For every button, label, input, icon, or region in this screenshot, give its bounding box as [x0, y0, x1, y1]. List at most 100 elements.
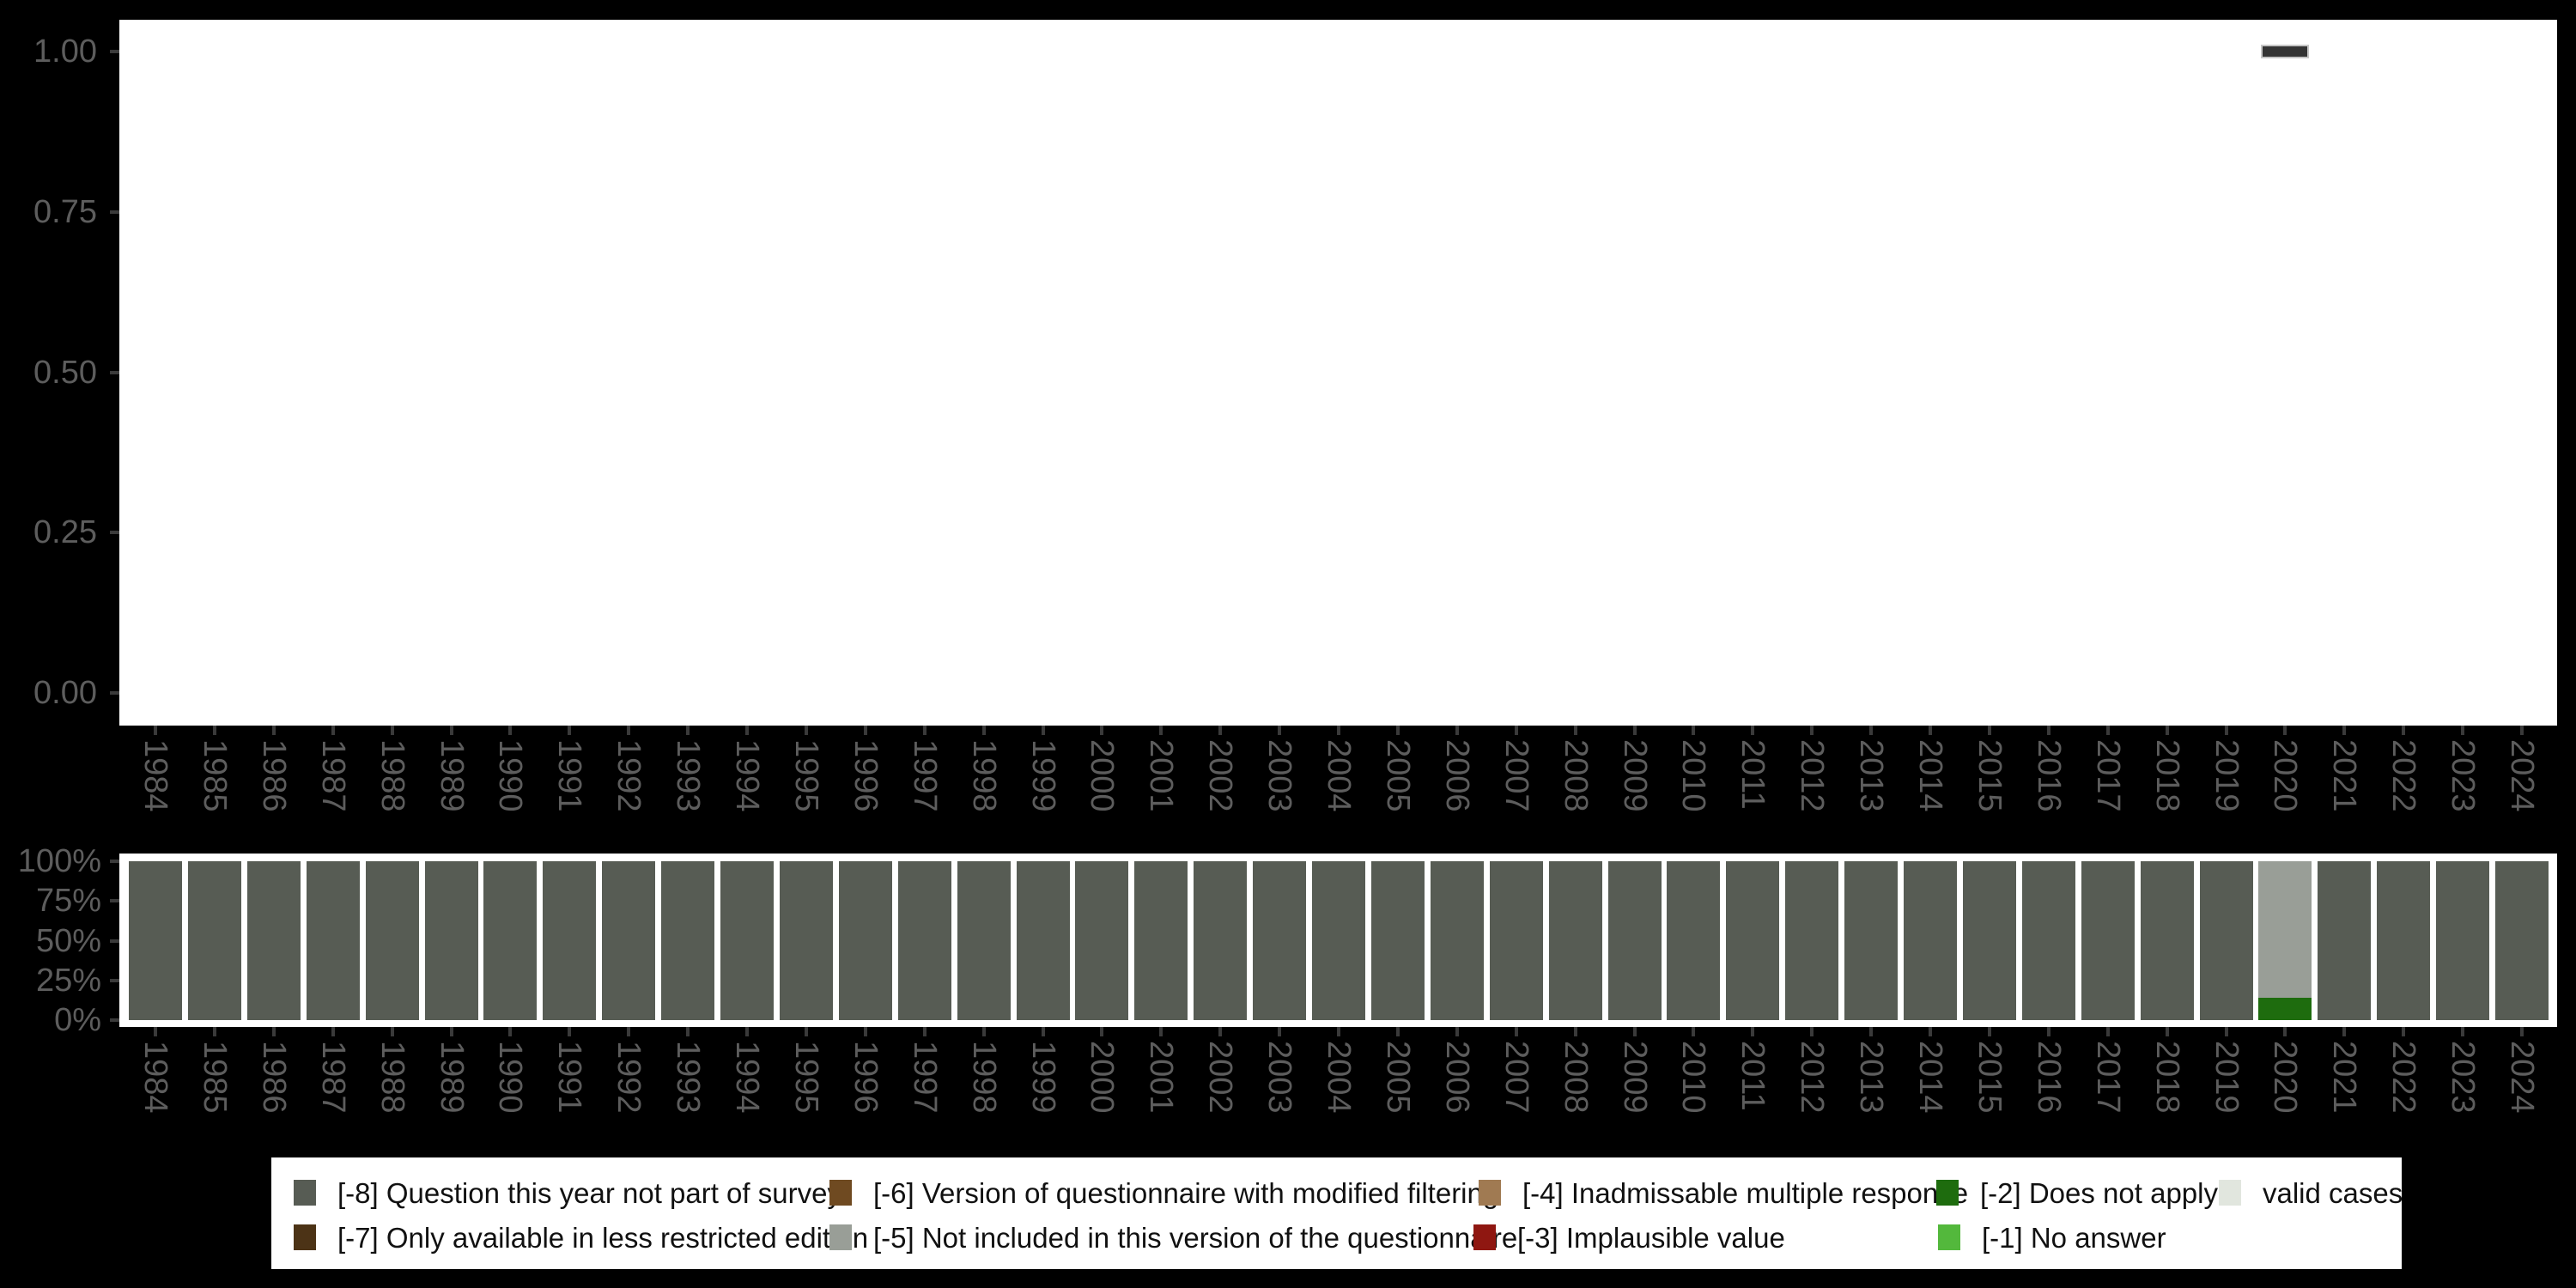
y-axis-tick [110, 691, 119, 695]
bar-segment [1371, 861, 1425, 1020]
x-axis-year-label: 2014 [1912, 739, 1948, 812]
x-axis-tick [1100, 1027, 1104, 1036]
x-axis-year-label: 2002 [1202, 739, 1239, 812]
x-axis-year-label: 1987 [314, 1041, 351, 1114]
y-axis-tick [110, 860, 119, 863]
x-axis-year-label: 2015 [1971, 1041, 2008, 1114]
y-axis-tick-label: 0.50 [33, 354, 97, 391]
x-axis-tick [1159, 1027, 1163, 1036]
bar-1995 [780, 861, 833, 1020]
x-axis-year-label: 2008 [1557, 739, 1594, 812]
x-axis-tick [1455, 1027, 1459, 1036]
x-axis-year-label: 1989 [433, 1041, 470, 1114]
bar-1997 [898, 861, 951, 1020]
x-axis-year-label: 2011 [1735, 1041, 1771, 1111]
bar-1993 [661, 861, 714, 1020]
x-axis-year-label: 2018 [2148, 1041, 2185, 1114]
bar-1991 [543, 861, 596, 1020]
x-axis-tick [2461, 1027, 2465, 1036]
bar-2024 [2495, 861, 2549, 1020]
bar-segment [1134, 861, 1188, 1020]
legend-swatch [294, 1180, 316, 1206]
x-axis-year-label: 1994 [729, 739, 765, 812]
bar-segment [2258, 861, 2312, 999]
legend-item: [-1] No answer [1938, 1224, 2166, 1252]
bar-segment [1904, 861, 1957, 1020]
x-axis-year-label: 2022 [2385, 739, 2422, 812]
x-axis-tick [2224, 726, 2228, 735]
x-axis-tick [1159, 726, 1163, 735]
bar-segment [1844, 861, 1898, 1020]
bar-segment [780, 861, 833, 1020]
bar-segment [898, 861, 951, 1020]
x-axis-year-label: 2024 [2504, 739, 2540, 812]
x-axis-tick [1632, 726, 1637, 735]
bar-segment [247, 861, 301, 1020]
legend-label: [-6] Version of questionnaire with modif… [873, 1176, 1499, 1209]
legend-swatch [829, 1180, 852, 1206]
bar-segment [2258, 998, 2312, 1020]
legend-label: [-4] Inadmissable multiple response [1522, 1176, 1969, 1209]
legend-swatch [1938, 1224, 1960, 1250]
y-axis-tick [110, 370, 119, 374]
x-axis-tick [508, 726, 513, 735]
x-axis-tick [1929, 726, 1932, 735]
bar-2017 [2081, 861, 2135, 1020]
x-axis-year-label: 2009 [1616, 1041, 1653, 1114]
y-axis-tick-label: 0.75 [33, 193, 97, 230]
x-axis-year-label: 2005 [1379, 1041, 1416, 1114]
x-axis-year-label: 1991 [551, 739, 588, 812]
bar-2000 [1075, 861, 1128, 1020]
bar-2019 [2200, 861, 2253, 1020]
bar-2007 [1490, 861, 1543, 1020]
legend-label: [-8] Question this year not part of surv… [337, 1176, 841, 1209]
x-axis-tick [1278, 1027, 1282, 1036]
x-axis-tick [1810, 726, 1814, 735]
bar-segment [1785, 861, 1838, 1020]
x-axis-year-label: 1998 [965, 739, 1002, 812]
x-axis-tick [212, 726, 216, 735]
x-axis-year-label: 2005 [1379, 739, 1416, 812]
x-axis-tick [1573, 1027, 1577, 1036]
bar-segment [1608, 861, 1662, 1020]
x-axis-year-label: 2010 [1675, 739, 1712, 812]
x-axis-tick [2402, 1027, 2406, 1036]
x-axis-tick [804, 726, 808, 735]
x-axis-tick [390, 1027, 394, 1036]
x-axis-tick [2165, 726, 2169, 735]
bar-segment [1312, 861, 1365, 1020]
x-axis-year-label: 1991 [551, 1041, 588, 1114]
y-axis-tick [110, 210, 119, 214]
bar-2013 [1844, 861, 1898, 1020]
x-axis-year-label: 2000 [1084, 1041, 1121, 1114]
bar-segment [1075, 861, 1128, 1020]
x-axis-tick [568, 726, 572, 735]
y-axis-tick [110, 899, 119, 903]
x-axis-year-label: 1996 [847, 739, 884, 812]
x-axis-tick [1692, 726, 1696, 735]
x-axis-tick [2342, 1027, 2347, 1036]
x-axis-year-label: 2017 [2089, 739, 2126, 812]
x-axis-year-label: 2023 [2445, 739, 2482, 812]
bar-segment [1017, 861, 1070, 1020]
x-axis-tick [2105, 1027, 2110, 1036]
x-axis-year-label: 2019 [2208, 1041, 2245, 1114]
bar-2010 [1667, 861, 1720, 1020]
y-axis-tick [110, 531, 119, 535]
x-axis-tick [627, 726, 631, 735]
x-axis-tick [863, 1027, 867, 1036]
x-axis-year-label: 2000 [1084, 739, 1121, 812]
x-axis-year-label: 2009 [1616, 739, 1653, 812]
legend-label: [-7] Only available in less restricted e… [337, 1221, 869, 1254]
bar-2016 [2022, 861, 2075, 1020]
x-axis-tick [922, 726, 927, 735]
bar-2003 [1253, 861, 1306, 1020]
y-axis-tick-label: 0.00 [33, 675, 97, 711]
x-axis-tick [2283, 1027, 2287, 1036]
x-axis-year-label: 2016 [2030, 739, 2067, 812]
x-axis-year-label: 1984 [137, 739, 173, 812]
legend-label: [-5] Not included in this version of the… [873, 1221, 1518, 1254]
bar-1992 [602, 861, 655, 1020]
bar-2009 [1608, 861, 1662, 1020]
bar-segment [483, 861, 537, 1020]
